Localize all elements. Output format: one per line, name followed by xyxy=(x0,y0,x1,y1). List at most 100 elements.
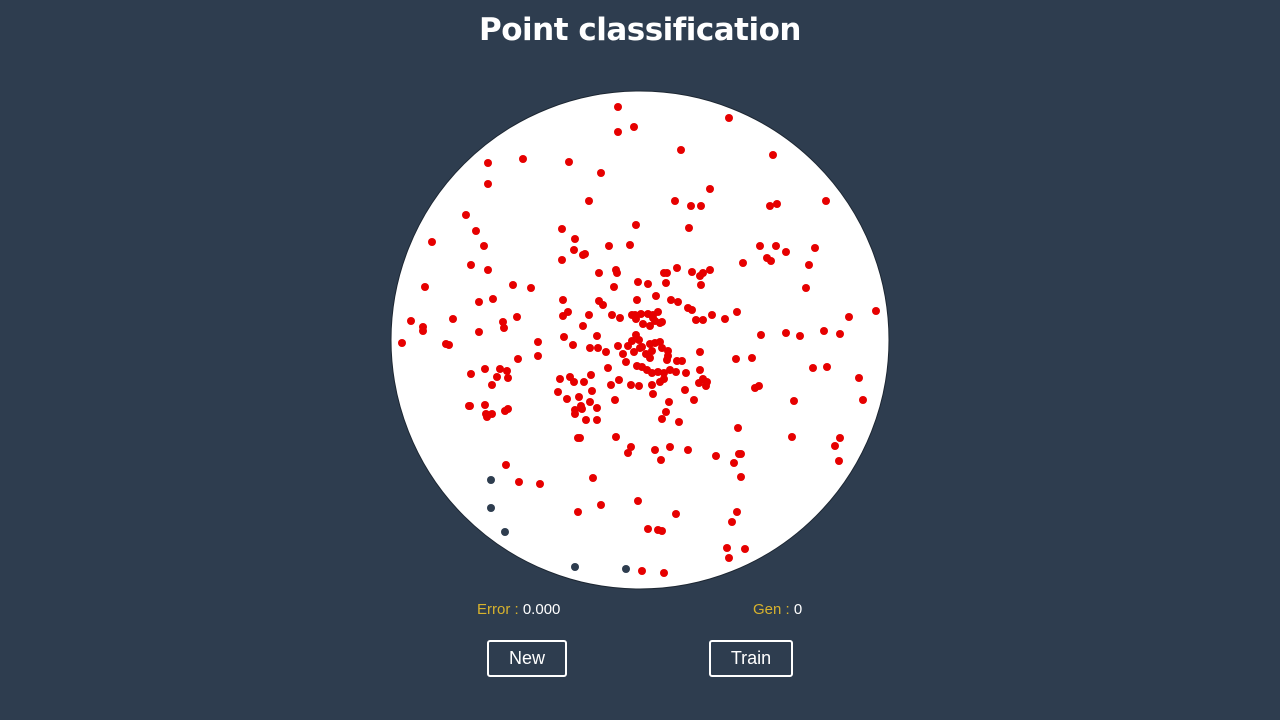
data-point-class-a xyxy=(654,368,662,376)
data-point-class-a xyxy=(407,317,415,325)
data-point-class-a xyxy=(697,281,705,289)
data-point-class-a xyxy=(757,331,765,339)
data-point-class-a xyxy=(445,341,453,349)
data-point-class-a xyxy=(811,244,819,252)
data-point-class-a xyxy=(660,569,668,577)
data-point-class-a xyxy=(604,364,612,372)
data-point-class-a xyxy=(673,264,681,272)
data-point-class-a xyxy=(558,256,566,264)
data-point-class-a xyxy=(663,356,671,364)
data-point-class-a xyxy=(796,332,804,340)
data-point-class-a xyxy=(484,266,492,274)
data-point-class-a xyxy=(756,242,764,250)
data-point-class-a xyxy=(576,434,584,442)
data-point-class-a xyxy=(692,316,700,324)
data-point-class-a xyxy=(610,283,618,291)
data-point-class-a xyxy=(845,313,853,321)
data-point-class-a xyxy=(636,344,644,352)
data-point-class-a xyxy=(721,315,729,323)
data-point-class-a xyxy=(587,371,595,379)
scatter-plot[interactable] xyxy=(390,90,890,590)
data-point-class-a xyxy=(696,272,704,280)
data-point-class-a xyxy=(612,433,620,441)
data-point-class-a xyxy=(706,185,714,193)
data-point-class-a xyxy=(696,348,704,356)
data-point-class-b xyxy=(571,563,579,571)
data-point-class-a xyxy=(556,375,564,383)
data-point-class-a xyxy=(822,197,830,205)
data-point-class-a xyxy=(728,518,736,526)
data-point-class-a xyxy=(449,315,457,323)
data-point-class-a xyxy=(605,242,613,250)
data-point-class-a xyxy=(560,333,568,341)
data-point-class-a xyxy=(654,526,662,534)
points-layer xyxy=(398,103,880,577)
data-point-class-a xyxy=(872,307,880,315)
data-point-class-a xyxy=(651,317,659,325)
gen-value: 0 xyxy=(793,601,803,618)
data-point-class-a xyxy=(499,318,507,326)
data-point-class-a xyxy=(558,225,566,233)
new-button[interactable]: New xyxy=(487,640,567,677)
data-point-class-a xyxy=(748,354,756,362)
data-point-class-a xyxy=(658,415,666,423)
data-point-class-a xyxy=(638,567,646,575)
data-point-class-b xyxy=(487,476,495,484)
data-point-class-a xyxy=(654,308,662,316)
data-point-class-a xyxy=(772,242,780,250)
data-point-class-a xyxy=(737,450,745,458)
data-point-class-a xyxy=(571,235,579,243)
data-point-class-a xyxy=(635,336,643,344)
data-point-class-a xyxy=(599,301,607,309)
data-point-class-a xyxy=(585,311,593,319)
data-point-class-a xyxy=(836,330,844,338)
data-point-class-a xyxy=(671,197,679,205)
data-point-class-a xyxy=(788,433,796,441)
data-point-class-a xyxy=(563,395,571,403)
data-point-class-a xyxy=(634,497,642,505)
data-point-class-a xyxy=(644,280,652,288)
data-point-class-a xyxy=(690,396,698,404)
data-point-class-a xyxy=(767,257,775,265)
data-point-class-a xyxy=(644,525,652,533)
data-point-class-a xyxy=(593,416,601,424)
data-point-class-a xyxy=(632,221,640,229)
data-point-class-a xyxy=(672,368,680,376)
data-point-class-a xyxy=(614,103,622,111)
data-point-class-a xyxy=(502,461,510,469)
data-point-class-a xyxy=(627,381,635,389)
data-point-class-a xyxy=(646,322,654,330)
data-point-class-a xyxy=(648,347,656,355)
data-point-class-b xyxy=(487,504,495,512)
generation-readout: Gen : 0 xyxy=(753,600,802,620)
data-point-class-a xyxy=(597,169,605,177)
data-point-class-a xyxy=(579,322,587,330)
data-point-class-a xyxy=(782,248,790,256)
data-point-class-a xyxy=(725,554,733,562)
data-point-class-a xyxy=(802,284,810,292)
data-point-class-a xyxy=(593,332,601,340)
data-point-class-a xyxy=(602,348,610,356)
page-title: Point classification xyxy=(479,12,802,48)
data-point-class-a xyxy=(820,327,828,335)
data-point-class-a xyxy=(575,393,583,401)
gen-label: Gen : xyxy=(753,601,790,618)
data-point-class-a xyxy=(559,312,567,320)
data-point-class-a xyxy=(656,338,664,346)
data-point-class-a xyxy=(481,401,489,409)
data-point-class-a xyxy=(503,367,511,375)
error-readout: Error : 0.000 xyxy=(477,600,560,620)
data-point-class-a xyxy=(702,382,710,390)
train-button[interactable]: Train xyxy=(709,640,793,677)
data-point-class-a xyxy=(580,378,588,386)
data-point-class-a xyxy=(570,378,578,386)
data-point-class-a xyxy=(614,342,622,350)
data-point-class-a xyxy=(639,320,647,328)
data-point-class-a xyxy=(462,211,470,219)
error-label: Error : xyxy=(477,601,519,618)
data-point-class-a xyxy=(633,296,641,304)
data-point-class-a xyxy=(582,416,590,424)
data-point-class-a xyxy=(608,311,616,319)
data-point-class-a xyxy=(688,268,696,276)
